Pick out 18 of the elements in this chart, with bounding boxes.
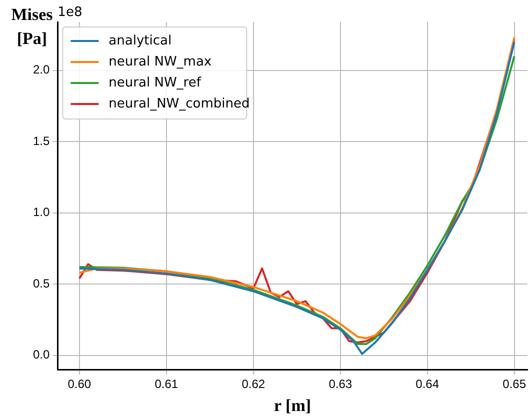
y-axis-title: Mises [Pa] — [11, 5, 54, 48]
y-tick-label: 0.0 — [32, 348, 50, 362]
legend-label: neural_NW_combined — [108, 96, 250, 112]
legend-label: analytical — [108, 33, 172, 48]
text: 1e8 — [58, 5, 82, 20]
legend-label: neural NW_ref — [108, 75, 202, 90]
x-tick-label: 0.62 — [242, 377, 266, 392]
x-tick-label: 0.61 — [154, 377, 178, 392]
y-tick-label: 2.0 — [32, 62, 50, 77]
legend-label: neural NW_max — [108, 54, 212, 70]
x-axis-title: r [m] — [274, 396, 312, 415]
x-tick-label: 0.63 — [328, 377, 352, 392]
x-tick-label: 0.60 — [68, 377, 92, 392]
y-tick-label: 1.5 — [32, 134, 50, 148]
y-tick-label: 1.0 — [32, 205, 50, 220]
x-tick-label: 0.64 — [416, 377, 440, 392]
x-tick-label: 0.65 — [502, 377, 526, 392]
y-tick-label: 0.5 — [32, 276, 50, 290]
